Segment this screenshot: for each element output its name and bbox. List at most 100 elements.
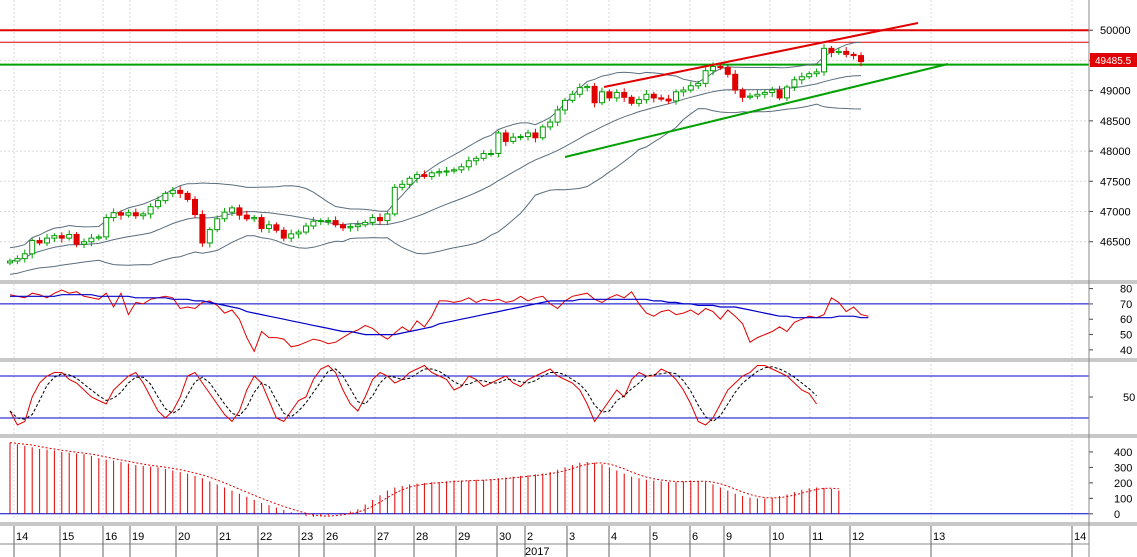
bullish-candle	[140, 213, 147, 217]
day-label: 3	[569, 531, 575, 543]
bullish-candle	[813, 71, 820, 75]
bullish-candle	[414, 174, 420, 179]
bearish-candle	[280, 229, 287, 239]
bullish-candle	[29, 240, 36, 255]
panel-separator	[0, 358, 1137, 362]
osc1-tick-label: 60	[1120, 314, 1132, 326]
bullish-candle	[465, 160, 472, 168]
day-label: 10	[772, 531, 784, 543]
bullish-candle	[169, 189, 176, 194]
bearish-candle	[184, 192, 191, 200]
bearish-candle	[621, 91, 628, 98]
bullish-candle	[95, 236, 102, 239]
bullish-candle	[821, 47, 827, 73]
panel-separator	[0, 522, 1137, 526]
day-label: 19	[132, 531, 144, 543]
upper-channel-trendline	[603, 22, 919, 88]
price-tick-label: 47000	[1100, 207, 1131, 219]
bearish-candle	[236, 207, 243, 216]
oscillator-2-panel[interactable]: 50	[0, 364, 1135, 426]
bearish-candle	[332, 220, 339, 226]
bullish-candle	[517, 136, 524, 139]
bullish-candle	[539, 126, 546, 139]
day-label: 6	[692, 531, 698, 543]
panel-separators	[0, 280, 1137, 526]
osc3-tick-label: 200	[1114, 478, 1132, 490]
bearish-candle	[732, 73, 739, 91]
bullish-candle	[428, 172, 435, 177]
bullish-candle	[44, 237, 50, 244]
bearish-candle	[658, 97, 665, 100]
bearish-candle	[843, 50, 850, 55]
price-tick-label: 48000	[1100, 146, 1131, 158]
bullish-candle	[317, 220, 324, 223]
bearish-candle	[828, 47, 835, 54]
bullish-candle	[702, 70, 709, 84]
oscillator-3-panel[interactable]: 400 300 200 100 0	[0, 442, 1132, 521]
bullish-candle	[369, 217, 376, 223]
bullish-candle	[613, 91, 620, 99]
bullish-candle	[680, 89, 687, 93]
osc1-average-line	[10, 294, 869, 336]
bullish-candle	[406, 177, 413, 185]
bearish-candle	[421, 174, 428, 177]
osc1-tick-label: 40	[1120, 345, 1132, 357]
bullish-candle	[288, 233, 295, 239]
bullish-candle	[835, 50, 842, 54]
bullish-candle	[569, 93, 576, 101]
bearish-candle	[717, 65, 724, 69]
bullish-candle	[710, 65, 716, 72]
bullish-candle	[110, 212, 117, 219]
osc1-tick-label: 70	[1120, 299, 1132, 311]
bearish-candle	[724, 67, 731, 75]
bullish-candle	[81, 241, 87, 245]
bullish-candle	[798, 76, 805, 81]
price-tick-label: 48500	[1100, 116, 1131, 128]
bollinger-upper	[9, 41, 862, 249]
bullish-candle	[525, 132, 531, 138]
time-axis-background	[0, 526, 1137, 557]
day-label: 21	[219, 531, 231, 543]
bearish-candle	[36, 240, 43, 244]
bullish-candle	[51, 235, 58, 239]
bullish-candle	[325, 220, 332, 223]
bullish-candle	[354, 224, 361, 228]
day-label: 26	[326, 531, 338, 543]
bearish-candle	[650, 93, 657, 99]
bollinger-middle	[9, 75, 862, 262]
bullish-candle	[769, 89, 776, 93]
day-label: 28	[416, 531, 428, 543]
bullish-candle	[784, 86, 790, 99]
bullish-candle	[21, 253, 28, 260]
osc2-k-line	[9, 364, 818, 426]
bearish-candle	[628, 96, 635, 104]
bullish-candle	[229, 207, 235, 213]
bullish-candle	[266, 224, 272, 229]
trend-lines[interactable]	[564, 22, 949, 158]
bullish-candle	[599, 91, 605, 104]
last-price-label: 49485.5	[1095, 56, 1132, 67]
bullish-candle	[436, 171, 443, 174]
bearish-candle	[776, 89, 783, 99]
oscillator-1-panel[interactable]: 80 70 60 50 40	[0, 284, 1132, 357]
day-label: 13	[933, 531, 945, 543]
day-label: 30	[499, 531, 511, 543]
day-label: 2	[527, 531, 533, 543]
day-label: 14	[16, 531, 28, 543]
day-label: 14	[1074, 531, 1086, 543]
osc2-d-line	[9, 366, 817, 423]
bollinger-bands	[9, 41, 862, 275]
osc3-tick-label: 400	[1114, 447, 1132, 459]
price-tick-label: 49000	[1100, 86, 1131, 98]
last-price-badge: 49485.5	[1090, 53, 1137, 67]
histogram-signal-line	[9, 442, 839, 517]
day-label: 29	[458, 531, 470, 543]
day-label: 5	[652, 531, 658, 543]
time-axis: 14 15 16 19 20 21 22 23 26 27 28 29 30 2 3 4 5 6 9 10 11 12 13…	[0, 526, 1137, 557]
day-label: 11	[812, 531, 823, 543]
osc3-tick-label: 0	[1114, 509, 1120, 521]
price-panel[interactable]: 5000049500490004850048000475004700046500…	[0, 22, 1137, 275]
bearish-candle	[199, 214, 206, 244]
